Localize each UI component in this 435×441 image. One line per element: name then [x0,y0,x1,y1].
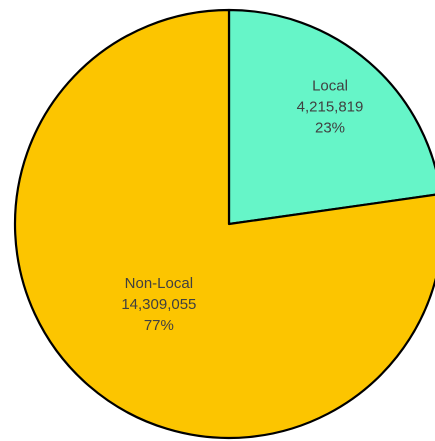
slice-label-name: Non-Local [125,275,193,292]
slice-label-percent: 77% [144,317,174,334]
slice-label-value: 4,215,819 [297,99,364,116]
pie-slice [227,8,435,226]
slice-label-percent: 23% [315,120,345,137]
slice-label-name: Local [312,78,348,95]
pie-slice [13,8,435,440]
slice-label-value: 14,309,055 [121,296,196,313]
